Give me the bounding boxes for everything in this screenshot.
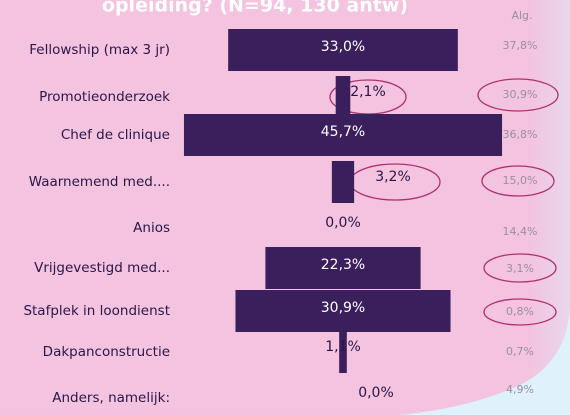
value-label: 1,1% (325, 339, 361, 355)
value-label: 3,2% (375, 169, 411, 185)
value-label: 0,0% (358, 385, 394, 401)
category-label: Anders, namelijk: (52, 390, 170, 406)
bar (265, 247, 421, 289)
bar (235, 290, 451, 332)
category-label: Anios (133, 220, 170, 236)
value-label: 22,3% (321, 257, 365, 273)
reference-label: 15,0% (503, 174, 538, 187)
value-label: 45,7% (321, 124, 365, 140)
chart-title: opleiding? (N=94, 130 antw) (102, 0, 408, 17)
category-label: Promotieonderzoek (39, 89, 170, 105)
reference-header: Alg. (511, 9, 532, 22)
value-label: 2,1% (350, 84, 386, 100)
annotation-ellipse (483, 253, 557, 283)
bar (339, 331, 347, 373)
annotation-ellipse (481, 165, 555, 197)
reference-label: 14,4% (503, 225, 538, 238)
category-label: Dakpanconstructie (43, 344, 170, 360)
reference-label: 3,1% (506, 262, 534, 275)
category-label: Stafplek in loondienst (23, 303, 170, 319)
value-label: 30,9% (321, 300, 365, 316)
value-label: 0,0% (325, 215, 361, 231)
category-label: Waarnemend med.... (29, 174, 170, 190)
annotation-ellipse (477, 78, 559, 112)
category-label: Fellowship (max 3 jr) (29, 42, 170, 58)
reference-label: 36,8% (503, 128, 538, 141)
value-label: 33,0% (321, 39, 365, 55)
bar (228, 29, 458, 71)
category-label: Vrijgevestigd med... (34, 260, 170, 276)
reference-label: 0,8% (506, 305, 534, 318)
category-label: Chef de clinique (61, 127, 170, 143)
bar (335, 76, 351, 118)
reference-label: 30,9% (503, 88, 538, 101)
annotation-ellipse (483, 298, 557, 326)
reference-label: 37,8% (503, 39, 538, 52)
bar (331, 161, 355, 203)
reference-label: 0,7% (506, 345, 534, 358)
reference-label: 4,9% (506, 383, 534, 396)
bar (183, 114, 503, 156)
